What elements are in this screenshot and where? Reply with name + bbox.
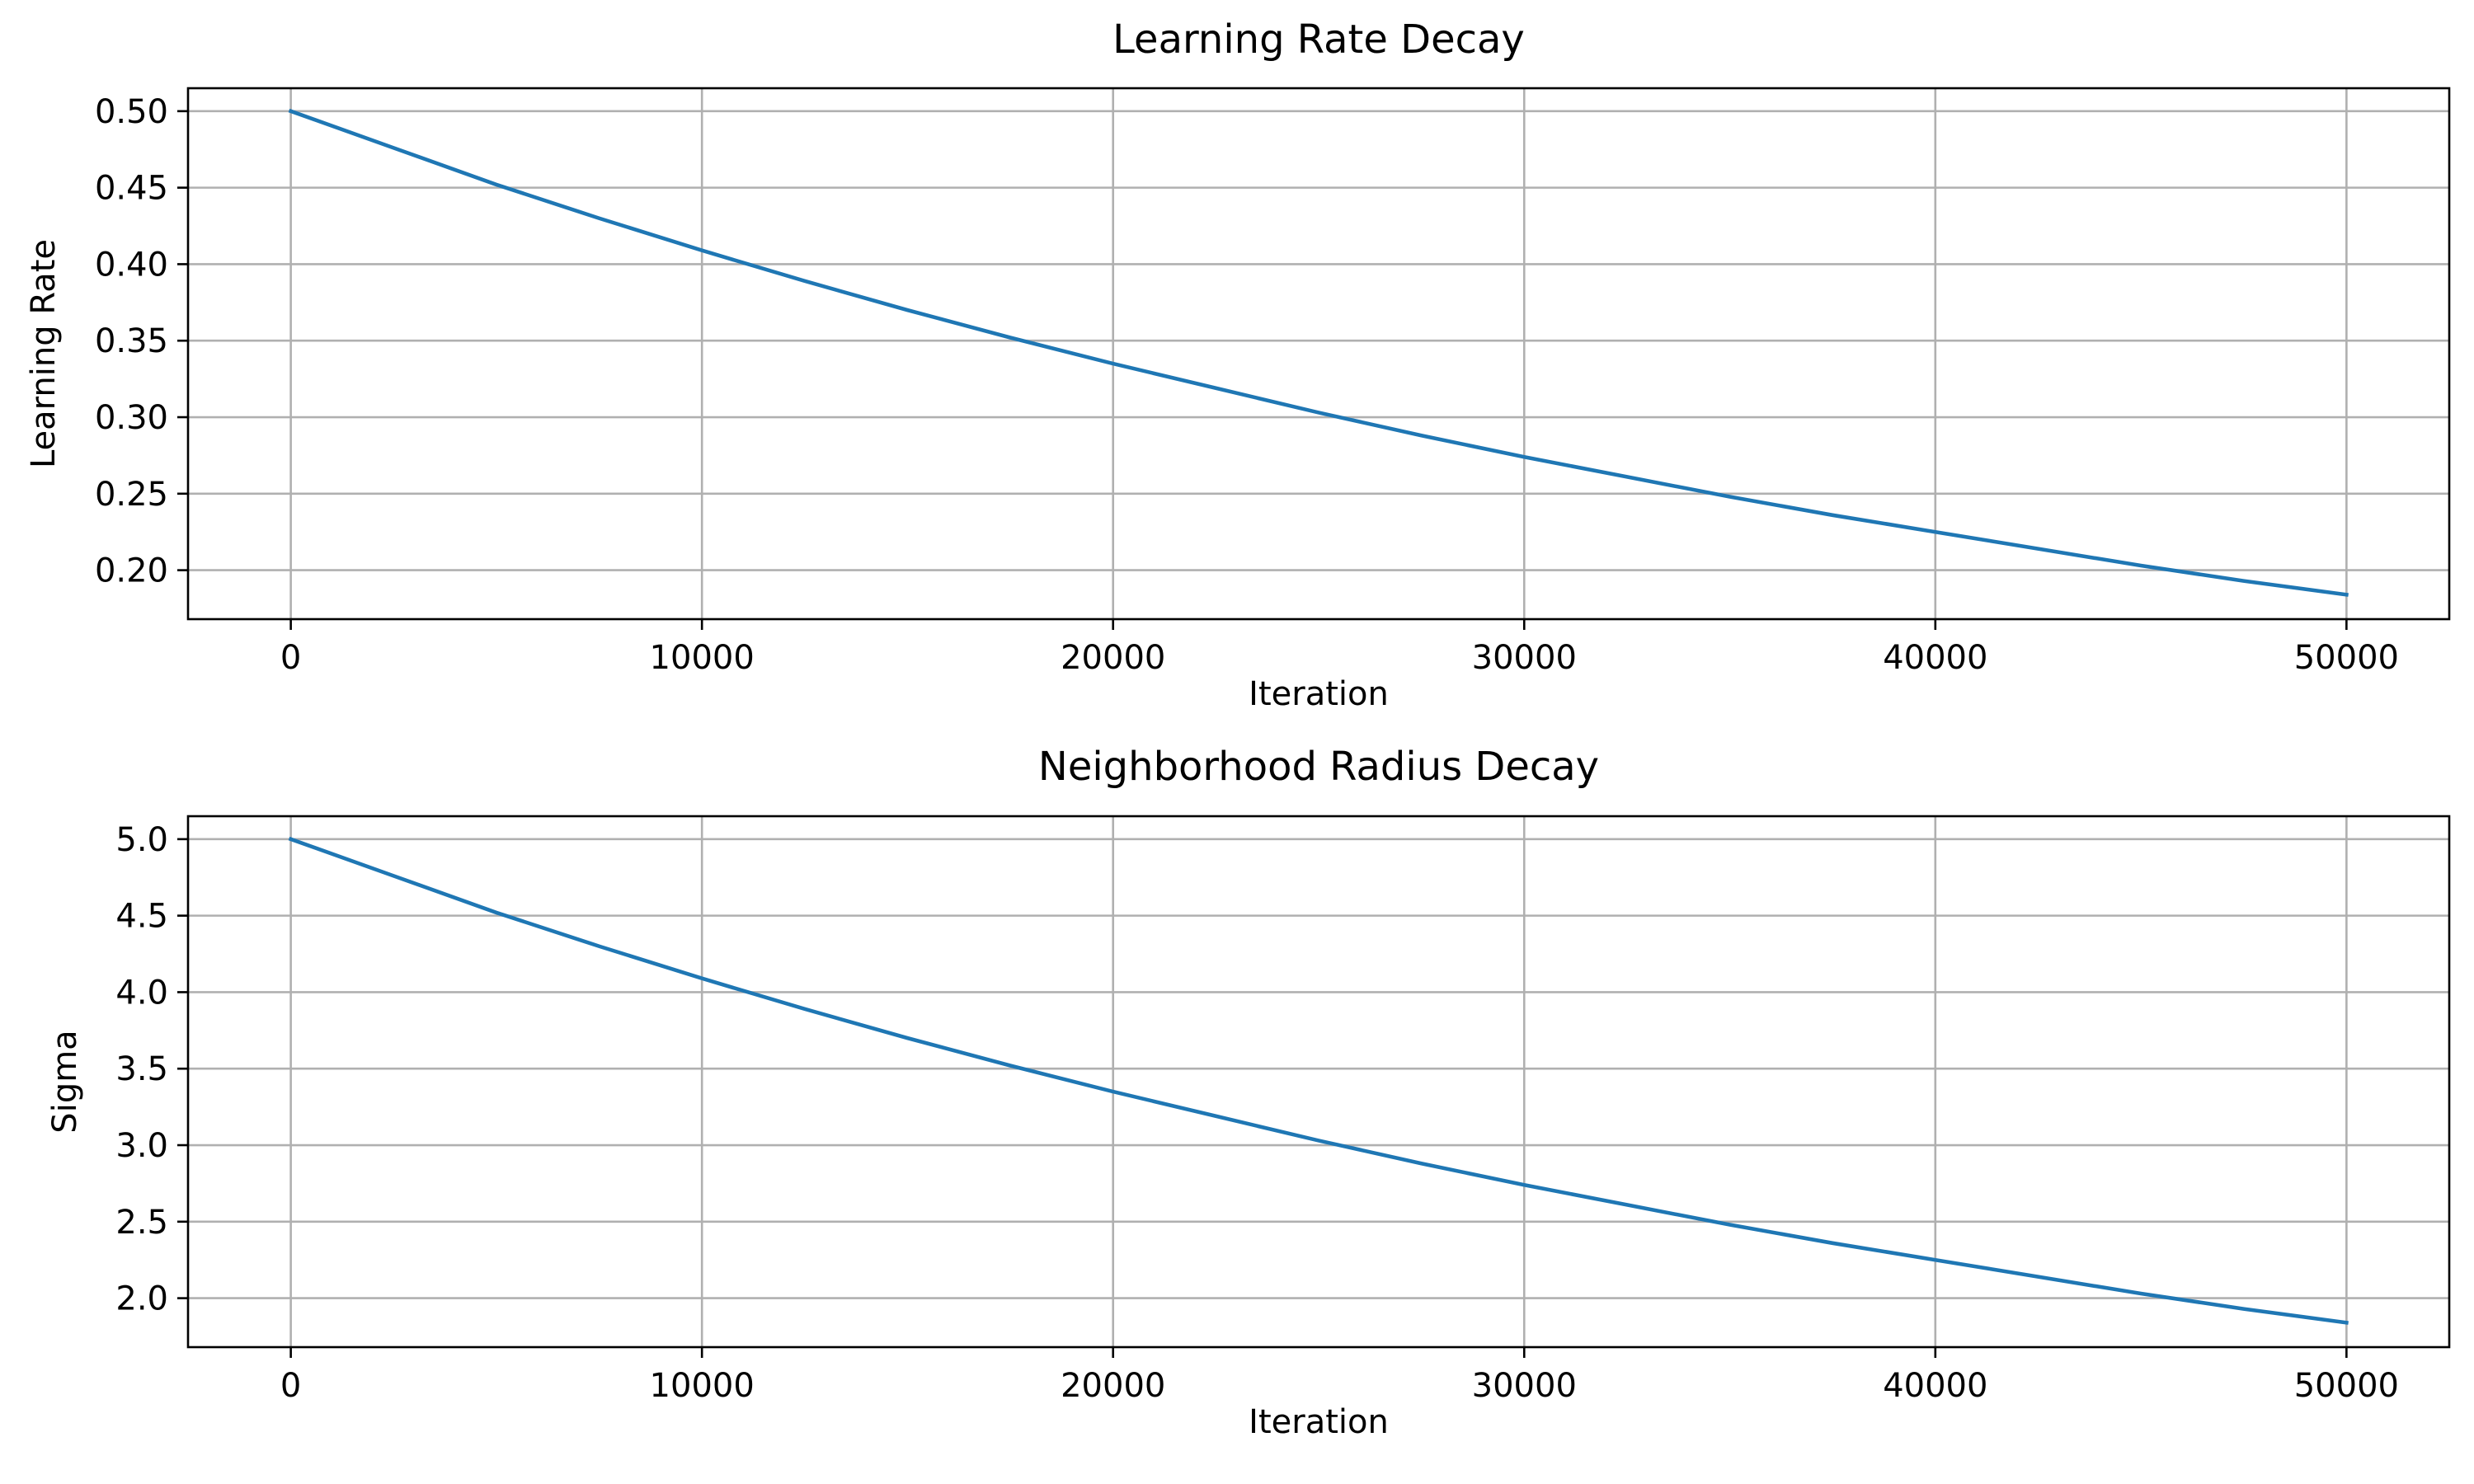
sigma-chart-title: Neighborhood Radius Decay [1038, 744, 1599, 790]
sigma-x-tick-label: 50000 [2294, 1367, 2399, 1405]
sigma-chart: 0 10000 20000 30000 40000 50000 2.0 2.5 3.0 3.5 4.… [46, 744, 2451, 1441]
sigma-y-tick-label: 5.0 [115, 821, 168, 859]
sigma-x-axis-label: Iteration [1249, 1403, 1389, 1441]
sigma-x-tick-label: 20000 [1061, 1367, 1165, 1405]
learning-rate-y-tick-label: 0.50 [95, 93, 168, 131]
sigma-x-tick-label: 30000 [1472, 1367, 1577, 1405]
sigma-y-axis-label: Sigma [46, 1030, 84, 1133]
learning-rate-series-line [288, 108, 2349, 597]
sigma-y-tick-label: 2.5 [115, 1204, 168, 1242]
learning-rate-y-tick-label: 0.25 [95, 476, 168, 514]
learning-rate-y-tick-label: 0.35 [95, 322, 168, 360]
learning-rate-plot-frame [186, 87, 2451, 621]
learning-rate-x-axis-label: Iteration [1249, 675, 1389, 713]
sigma-series-line [288, 836, 2349, 1325]
learning-rate-chart: 0 10000 20000 30000 40000 50000 0.20 0.25 0.30 0.… [25, 16, 2451, 713]
learning-rate-y-tick-label: 0.45 [95, 170, 168, 208]
sigma-plot-frame [186, 815, 2451, 1349]
sigma-y-tick-label: 3.0 [115, 1127, 168, 1165]
learning-rate-y-tick-label: 0.40 [95, 246, 168, 284]
sigma-x-tick-label: 40000 [1883, 1367, 1987, 1405]
sigma-y-tick-label: 2.0 [115, 1280, 168, 1318]
sigma-x-tick-label: 0 [280, 1367, 301, 1405]
learning-rate-y-tick-label: 0.30 [95, 399, 168, 437]
learning-rate-y-tick-label: 0.20 [95, 552, 168, 590]
learning-rate-x-tick-label: 50000 [2294, 639, 2399, 677]
learning-rate-x-tick-label: 10000 [650, 639, 755, 677]
learning-rate-x-tick-label: 20000 [1061, 639, 1165, 677]
learning-rate-x-tick-label: 30000 [1472, 639, 1577, 677]
learning-rate-x-tick-label: 40000 [1883, 639, 1987, 677]
learning-rate-y-axis-label: Learning Rate [25, 239, 63, 468]
sigma-y-tick-label: 3.5 [115, 1050, 168, 1088]
learning-rate-chart-title: Learning Rate Decay [1112, 16, 1525, 63]
sigma-y-tick-label: 4.5 [115, 898, 168, 936]
learning-rate-x-tick-label: 0 [280, 639, 301, 677]
sigma-y-tick-label: 4.0 [115, 974, 168, 1012]
sigma-x-tick-label: 10000 [650, 1367, 755, 1405]
